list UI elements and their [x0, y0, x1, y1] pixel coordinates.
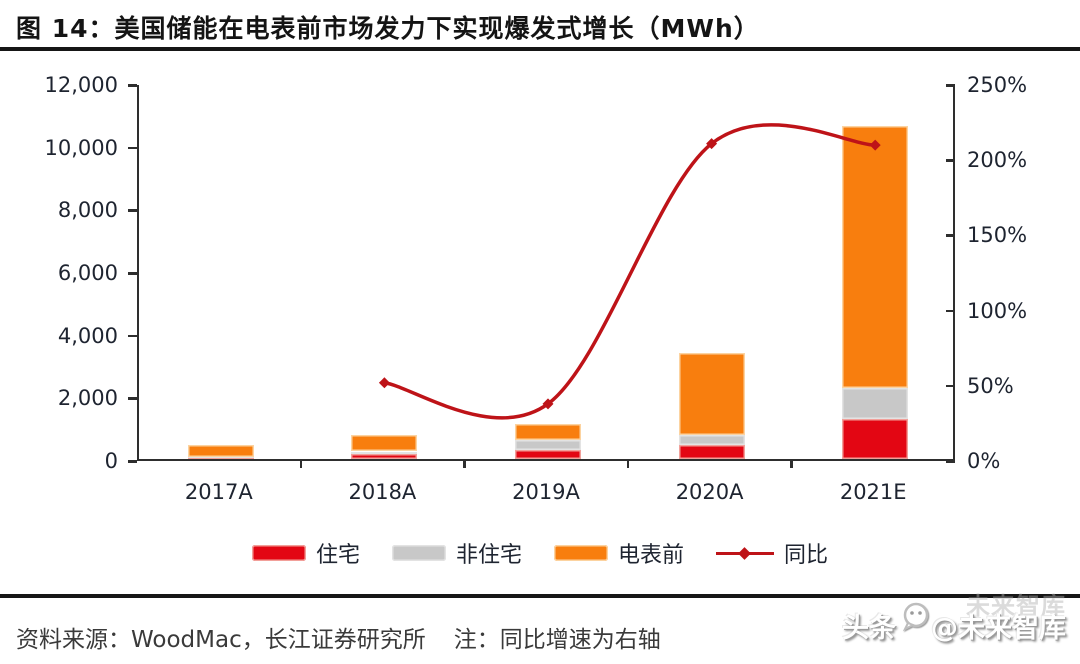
axis-tick: [128, 334, 137, 338]
left-axis-tick-label: 8,000: [57, 198, 118, 223]
figure-title-row: 图 14：美国储能在电表前市场发力下实现爆发式增长（MWh）: [16, 9, 1066, 45]
legend-item: 住宅: [251, 537, 360, 569]
bar-segment: [678, 352, 745, 435]
watermark-row: 头条 @未来智库: [842, 602, 1066, 645]
right-axis-tick-label: 0%: [967, 449, 1001, 473]
bar-segment: [842, 125, 909, 388]
bar-segment: [678, 434, 745, 445]
title-divider: [0, 47, 1080, 51]
bar-segment: [187, 458, 254, 459]
bar-segment: [515, 440, 581, 450]
left-axis-tick-label: 12,000: [44, 73, 118, 97]
legend-swatch: [554, 545, 608, 561]
right-axis-tick-label: 250%: [967, 73, 1028, 97]
source-text: 资料来源：WoodMac，长江证券研究所: [16, 627, 426, 653]
left-axis-tick-label: 4,000: [57, 323, 118, 348]
bar-segment: [187, 444, 254, 458]
axis-tick: [946, 460, 955, 463]
legend-label: 电表前: [618, 543, 685, 568]
axis-tick: [463, 461, 466, 468]
smiley-chat-icon: [900, 600, 932, 639]
bar-segment: [678, 444, 745, 459]
right-axis-tick-label: 50%: [967, 373, 1014, 398]
right-axis-tick-label: 100%: [967, 298, 1028, 323]
left-axis-tick-label: 6,000: [57, 261, 118, 285]
axis-tick: [128, 84, 137, 87]
note-text: 注：同比增速为右轴: [453, 627, 661, 653]
left-axis-tick-label: 10,000: [44, 135, 118, 160]
legend-label: 非住宅: [455, 543, 522, 568]
left-axis-tick-label: 0: [104, 449, 118, 473]
yoy-line-chart: [378, 123, 881, 420]
bar-segment: [351, 434, 418, 452]
bar-segment: [842, 418, 909, 459]
axis-tick: [626, 461, 630, 468]
x-axis-category-label: 2019A: [512, 480, 580, 504]
legend-item: 同比: [716, 537, 828, 569]
footer-divider: [0, 594, 1080, 598]
axis-tick: [128, 272, 137, 275]
watermark-handle-text: @未来智库: [931, 613, 1066, 644]
bar-segment: [351, 451, 418, 454]
legend-item: 非住宅: [391, 537, 522, 569]
axis-tick: [946, 84, 955, 87]
figure-title: 图 14：美国储能在电表前市场发力下实现爆发式增长（MWh）: [16, 14, 760, 43]
axis-tick: [128, 209, 137, 212]
chart-area: 0 2,000 4,000 6,000 8,000 10,000 12,000 0% 50% 1…: [0, 73, 1080, 570]
x-axis-category-label: 2017A: [184, 480, 253, 504]
axis-tick: [299, 461, 303, 468]
x-axis-category-label: 2018A: [348, 480, 417, 504]
axis-tick: [128, 397, 137, 400]
x-axis-category-label: 2020A: [675, 480, 744, 504]
watermark-ghost-text: 未来智库: [966, 592, 1066, 620]
axis-tick: [128, 460, 137, 463]
yoy-point-marker: [706, 138, 718, 150]
left-axis-tick-label: 2,000: [57, 386, 118, 411]
yoy-line-path: [384, 123, 876, 420]
legend-line-marker: [716, 545, 775, 561]
bar-segment: [515, 449, 581, 459]
legend-label: 同比: [784, 543, 829, 568]
legend-label: 住宅: [315, 543, 360, 568]
legend-swatch: [251, 545, 306, 561]
footer: 资料来源：WoodMac，长江证券研究所 注：同比增速为右轴: [16, 620, 661, 654]
bar-segment: [187, 457, 254, 459]
right-axis-tick-label: 150%: [967, 223, 1028, 248]
watermark: 未来智库 头条 @未来智库: [842, 592, 1072, 658]
yoy-point-marker: [378, 377, 390, 389]
bar-segment: [842, 387, 909, 419]
watermark-prefix-text: 头条: [842, 613, 896, 644]
bar-segment: [515, 424, 581, 441]
bar-segment: [351, 454, 418, 459]
legend-swatch: [391, 545, 446, 561]
axis-tick: [946, 234, 955, 237]
axis-tick: [128, 146, 137, 150]
legend-item: 电表前: [554, 537, 684, 569]
chart-legend: 住宅 非住宅 电表前 同比: [0, 536, 1080, 570]
yoy-point-marker: [542, 398, 554, 410]
plot-area: [137, 85, 955, 461]
axis-tick: [946, 309, 955, 313]
axis-tick: [946, 384, 955, 388]
x-axis-category-label: 2021E: [839, 480, 907, 504]
axis-tick: [946, 159, 955, 162]
right-axis-tick-label: 200%: [967, 148, 1028, 173]
axis-tick: [790, 461, 793, 468]
